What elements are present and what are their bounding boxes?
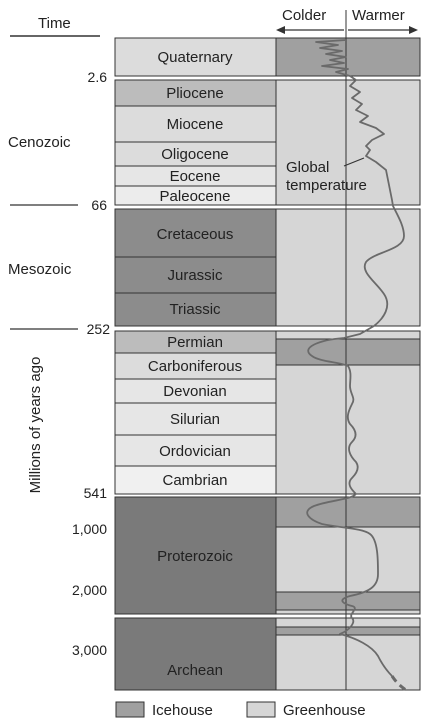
tick-label: 2.6 <box>88 69 108 85</box>
legend-swatch-greenhouse <box>246 701 276 718</box>
period-box-cambrian <box>114 465 277 495</box>
colder-arrow-icon <box>276 26 344 34</box>
period-label-carboniferous: Carboniferous <box>148 358 242 375</box>
tick-label: 66 <box>91 197 107 213</box>
colder-label: Colder <box>282 7 326 24</box>
period-label-pliocene: Pliocene <box>166 85 224 102</box>
curve-label-leader <box>343 157 365 167</box>
period-label-paleocene: Paleocene <box>160 188 231 205</box>
period-box-miocene <box>114 105 277 143</box>
era-label-mesozoic: Mesozoic <box>8 261 72 278</box>
era-label-cenozoic: Cenozoic <box>8 134 71 151</box>
period-box-cretaceous <box>114 208 277 258</box>
tick-label: 252 <box>87 321 111 337</box>
tick-label: 1,000 <box>72 521 107 537</box>
period-box-triassic <box>114 292 277 327</box>
period-box-quaternary <box>114 37 277 77</box>
temperature-column <box>275 37 421 691</box>
period-label-jurassic: Jurassic <box>167 267 223 284</box>
period-box-archean <box>114 617 277 691</box>
period-box-pliocene <box>114 79 277 107</box>
period-label-devonian: Devonian <box>163 383 226 400</box>
icehouse-band <box>275 37 421 77</box>
period-label-silurian: Silurian <box>170 411 220 428</box>
tick-label: 2,000 <box>72 582 107 598</box>
period-box-devonian <box>114 378 277 404</box>
time-header-label: Time <box>38 15 71 32</box>
y-axis-label: Millions of years ago <box>27 357 44 494</box>
period-label-quaternary: Quaternary <box>157 49 233 66</box>
period-box-proterozoic <box>114 496 277 615</box>
tick-label: 3,000 <box>72 642 107 658</box>
icehouse-band <box>275 626 421 636</box>
legend: Icehouse Greenhouse <box>115 701 366 719</box>
warmer-label: Warmer <box>352 7 405 24</box>
period-label-cretaceous: Cretaceous <box>157 226 234 243</box>
curve-label-line1: Global <box>286 159 329 176</box>
icehouse-band <box>275 591 421 611</box>
tick-label: 541 <box>84 485 108 501</box>
greenhouse-band <box>275 208 421 327</box>
curve-label-line2: temperature <box>286 177 367 194</box>
period-box-paleocene <box>114 185 277 206</box>
period-label-eocene: Eocene <box>170 168 221 185</box>
icehouse-band <box>275 496 421 528</box>
period-box-silurian <box>114 402 277 436</box>
period-label-triassic: Triassic <box>169 301 221 318</box>
global-temperature-curve-dashed <box>390 675 407 692</box>
period-label-cambrian: Cambrian <box>162 472 227 489</box>
period-box-oligocene <box>114 141 277 167</box>
icehouse-band <box>275 338 421 366</box>
legend-swatch-icehouse <box>115 701 145 718</box>
period-label-miocene: Miocene <box>167 116 224 133</box>
global-temperature-curve <box>306 39 405 677</box>
period-label-archean: Archean <box>167 662 223 679</box>
period-column: Quaternary Pliocene Miocene Oligocene Eo… <box>114 37 277 691</box>
period-box-carboniferous <box>114 352 277 380</box>
greenhouse-band <box>275 79 421 206</box>
period-label-permian: Permian <box>167 334 223 351</box>
period-label-oligocene: Oligocene <box>161 146 229 163</box>
period-box-ordovician <box>114 434 277 467</box>
period-label-ordovician: Ordovician <box>159 443 231 460</box>
legend-label-greenhouse: Greenhouse <box>283 702 366 719</box>
legend-label-icehouse: Icehouse <box>152 702 213 719</box>
period-label-proterozoic: Proterozoic <box>157 548 233 565</box>
warmer-arrow-icon <box>348 26 418 34</box>
